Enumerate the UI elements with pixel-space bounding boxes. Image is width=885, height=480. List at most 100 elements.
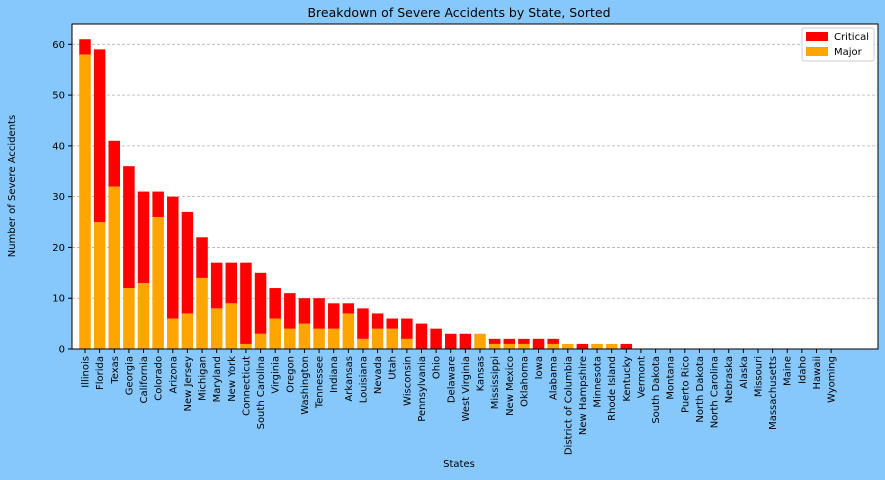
x-axis: Illinois Florida Texas Georgia California Col…	[81, 349, 838, 455]
x-tick-label: Montana	[666, 356, 677, 400]
x-tick-label: Florida	[95, 356, 106, 390]
bar-critical	[137, 191, 150, 283]
x-tick-label: Georgia	[124, 356, 135, 395]
x-tick-label: New Hampshire	[578, 356, 589, 435]
x-tick-label: Utah	[388, 356, 399, 380]
x-tick-label: North Dakota	[695, 356, 706, 423]
bar-major	[342, 313, 355, 349]
legend-swatch-major	[806, 47, 828, 56]
bar-critical	[152, 191, 164, 217]
bar-major	[137, 282, 150, 349]
x-tick-label: Hawaii	[812, 356, 823, 390]
bar-major	[152, 216, 164, 349]
x-tick-label: Illinois	[81, 356, 92, 388]
x-tick-label: Maryland	[212, 356, 223, 402]
bar-critical	[123, 166, 135, 289]
x-tick-label: Virginia	[271, 356, 282, 394]
bar-critical	[576, 343, 589, 349]
bar-critical	[240, 262, 252, 344]
y-tick-label: 50	[52, 91, 65, 102]
x-tick-label: New York	[227, 356, 238, 402]
bar-critical	[79, 39, 91, 55]
bar-major	[240, 343, 252, 349]
x-axis-label: States	[443, 459, 475, 470]
bar-major	[605, 343, 618, 349]
x-tick-label: Nebraska	[724, 356, 735, 403]
bar-major	[210, 308, 223, 349]
bar-major	[474, 333, 486, 349]
bar-major	[167, 318, 179, 349]
x-tick-label: Vermont	[636, 356, 647, 398]
plot-frame	[71, 23, 879, 350]
bar-critical	[269, 288, 281, 319]
bar-critical	[254, 272, 267, 334]
x-tick-label: Washington	[300, 356, 311, 415]
bar-major	[79, 54, 91, 349]
chart-title: Breakdown of Severe Accidents by State, …	[307, 5, 610, 20]
bar-critical	[313, 298, 325, 329]
bar-critical	[357, 308, 369, 339]
bar-critical	[503, 338, 516, 344]
x-tick-label: South Carolina	[256, 356, 267, 429]
x-tick-label: Idaho	[797, 356, 808, 384]
bar-major	[401, 338, 413, 349]
x-tick-label: Wyoming	[827, 356, 838, 403]
bar-critical	[167, 196, 179, 319]
x-tick-label: Rhode Island	[607, 356, 618, 421]
bar-critical	[210, 262, 223, 309]
bar-major	[327, 328, 340, 349]
bar-critical	[225, 262, 238, 304]
x-tick-label: Wisconsin	[402, 356, 413, 406]
bar-major	[386, 328, 398, 349]
bar-major	[488, 343, 501, 349]
bar-critical	[532, 338, 545, 349]
bar-critical	[401, 318, 413, 339]
y-tick-label: 0	[59, 345, 65, 356]
bar-major	[93, 222, 106, 349]
x-tick-label: Louisiana	[358, 356, 369, 403]
bar-critical	[342, 303, 355, 314]
y-tick-label: 20	[52, 243, 65, 254]
x-tick-label: Kansas	[476, 356, 487, 391]
x-tick-label: Minnesota	[593, 356, 604, 408]
x-tick-label: New Mexico	[505, 356, 516, 416]
bar-critical	[518, 338, 530, 344]
bar-critical	[415, 323, 428, 349]
bar-major	[196, 277, 208, 349]
bar-critical	[620, 343, 633, 349]
bar-critical	[93, 49, 106, 223]
bar-major	[225, 303, 238, 349]
bar-major	[181, 313, 194, 349]
x-tick-label: Alabama	[549, 356, 560, 400]
bar-major	[547, 343, 559, 349]
x-tick-label: Ohio	[432, 356, 443, 379]
y-tick-label: 40	[52, 141, 65, 152]
legend-label-major: Major	[834, 47, 863, 58]
x-tick-label: Colorado	[154, 356, 165, 401]
x-tick-label: Puerto Rico	[680, 356, 691, 413]
x-tick-label: District of Columbia	[563, 356, 574, 455]
bar-critical	[196, 237, 208, 278]
bar-critical	[298, 298, 311, 324]
x-tick-label: Kentucky	[622, 356, 633, 402]
bar-critical	[547, 338, 559, 344]
bar-critical	[284, 293, 296, 329]
y-tick-label: 60	[52, 40, 65, 51]
bar-critical	[488, 338, 501, 344]
x-tick-label: Arkansas	[344, 356, 355, 402]
bar-critical	[445, 333, 457, 349]
bar-critical	[371, 313, 384, 329]
x-tick-label: Missouri	[753, 356, 764, 397]
x-tick-label: Alaska	[739, 356, 750, 389]
y-axis: 0 10 20 30 40 50 60	[52, 40, 72, 356]
bar-major	[254, 333, 267, 349]
x-tick-label: South Dakota	[651, 356, 662, 424]
bar-major	[503, 343, 516, 349]
bar-critical	[181, 211, 194, 314]
x-tick-label: West Virginia	[461, 356, 472, 421]
bar-major	[298, 323, 311, 349]
x-tick-label: Mississippi	[490, 356, 501, 409]
bar-major	[371, 328, 384, 349]
bar-major	[357, 338, 369, 349]
